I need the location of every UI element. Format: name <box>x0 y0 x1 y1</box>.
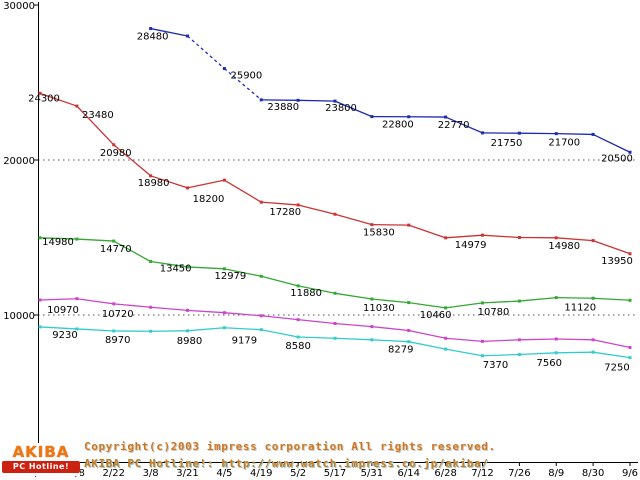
logo-pc-hotline-text: PC Hotline! <box>2 461 80 473</box>
svg-text:9179: 9179 <box>232 336 257 347</box>
svg-text:13450: 13450 <box>160 264 192 275</box>
svg-text:12979: 12979 <box>214 271 246 282</box>
akiba-pc-hotline-logo: AKIBA PC Hotline! <box>2 443 80 476</box>
svg-text:20500: 20500 <box>601 153 633 164</box>
svg-text:10000: 10000 <box>3 311 35 322</box>
copyright-line1: Copyright(c)2003 impress corporation All… <box>84 440 496 453</box>
svg-text:7370: 7370 <box>483 360 508 371</box>
svg-text:24300: 24300 <box>28 93 60 104</box>
svg-text:8980: 8980 <box>177 336 202 347</box>
svg-text:4/5: 4/5 <box>216 468 232 479</box>
svg-text:2/22: 2/22 <box>103 468 125 479</box>
svg-text:9230: 9230 <box>52 330 77 341</box>
svg-text:28480: 28480 <box>137 32 169 43</box>
svg-text:6/14: 6/14 <box>398 468 420 479</box>
svg-text:14980: 14980 <box>548 241 580 252</box>
svg-text:5/17: 5/17 <box>324 468 346 479</box>
svg-text:5/31: 5/31 <box>361 468 383 479</box>
logo-akiba-text: AKIBA <box>12 443 70 461</box>
svg-text:11120: 11120 <box>564 303 596 314</box>
svg-text:23800: 23800 <box>325 103 357 114</box>
svg-text:8580: 8580 <box>285 341 310 352</box>
svg-text:18200: 18200 <box>193 194 225 205</box>
svg-text:8/30: 8/30 <box>582 468 604 479</box>
svg-text:3/21: 3/21 <box>176 468 198 479</box>
svg-text:6/28: 6/28 <box>434 468 456 479</box>
svg-text:14980: 14980 <box>42 237 74 248</box>
svg-text:15830: 15830 <box>363 228 395 239</box>
svg-text:8970: 8970 <box>105 335 130 346</box>
svg-text:7/26: 7/26 <box>508 468 530 479</box>
svg-text:25900: 25900 <box>230 71 262 82</box>
svg-text:21750: 21750 <box>491 138 523 149</box>
svg-text:10460: 10460 <box>420 310 452 321</box>
svg-text:22800: 22800 <box>382 120 414 131</box>
svg-text:10720: 10720 <box>102 309 134 320</box>
svg-text:7/12: 7/12 <box>471 468 493 479</box>
svg-text:7560: 7560 <box>537 358 562 369</box>
svg-text:23480: 23480 <box>82 110 114 121</box>
svg-text:10970: 10970 <box>47 305 79 316</box>
svg-text:21700: 21700 <box>548 138 580 149</box>
svg-text:8/9: 8/9 <box>548 468 564 479</box>
svg-text:8279: 8279 <box>388 345 413 356</box>
svg-text:3/8: 3/8 <box>143 468 159 479</box>
svg-text:7250: 7250 <box>604 363 629 374</box>
svg-text:13950: 13950 <box>601 256 633 267</box>
svg-text:5/2: 5/2 <box>290 468 306 479</box>
svg-text:22770: 22770 <box>438 120 470 131</box>
svg-text:30000: 30000 <box>3 1 35 12</box>
svg-text:10780: 10780 <box>478 307 510 318</box>
svg-text:4/19: 4/19 <box>250 468 272 479</box>
svg-text:11880: 11880 <box>290 288 322 299</box>
svg-text:11030: 11030 <box>363 303 395 314</box>
svg-text:23880: 23880 <box>267 102 299 113</box>
svg-text:20000: 20000 <box>3 156 35 167</box>
copyright-text: Copyright(c)2003 impress corporation All… <box>84 440 496 470</box>
svg-text:14770: 14770 <box>100 244 132 255</box>
svg-text:14979: 14979 <box>455 240 487 251</box>
copyright-line2: AKIBA PC Hotline!: http://www.watch.impr… <box>84 457 489 470</box>
svg-text:17280: 17280 <box>269 207 301 218</box>
svg-text:18980: 18980 <box>138 178 170 189</box>
svg-text:20980: 20980 <box>100 148 132 159</box>
svg-text:9/6: 9/6 <box>622 468 638 479</box>
